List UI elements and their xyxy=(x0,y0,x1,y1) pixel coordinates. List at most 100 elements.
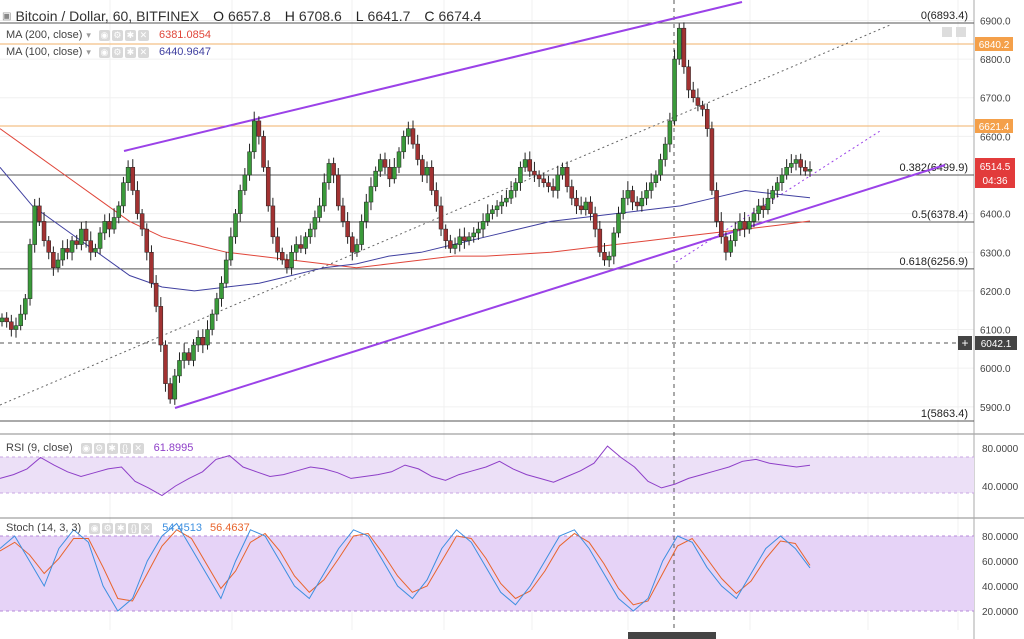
settings-icon[interactable]: ⚙ xyxy=(111,29,123,41)
candle-body xyxy=(667,120,673,145)
price-label-6621: 6621.4 xyxy=(975,119,1013,133)
candle-body xyxy=(476,228,481,234)
eye-icon[interactable]: ◉ xyxy=(98,29,110,41)
candle-body xyxy=(125,167,131,183)
candle-body xyxy=(653,174,659,183)
chevron-down-icon[interactable]: ▾ xyxy=(86,29,91,40)
stoch-k-value: 54.4513 xyxy=(162,522,202,534)
candle-body xyxy=(149,252,154,284)
channel-upper-line[interactable] xyxy=(123,1,743,152)
candle-body xyxy=(392,167,397,180)
ma100-line xyxy=(0,166,811,292)
candle-body xyxy=(265,167,271,207)
stoch-tick-label: 80.0000 xyxy=(982,532,1019,543)
candle-body xyxy=(406,128,411,137)
candle-body xyxy=(135,190,140,214)
candle-body xyxy=(443,228,448,241)
channel-lower-line[interactable] xyxy=(174,164,946,409)
candle-body xyxy=(223,259,229,284)
candle-body xyxy=(261,136,266,168)
candle-body xyxy=(532,170,537,176)
candle-body xyxy=(284,259,290,268)
stoch-legend[interactable]: Stoch (14, 3, 3) ◉ ⚙ ✱{} ✕ 54.4513 56.4637 xyxy=(6,522,250,534)
candle-body xyxy=(336,174,341,207)
close-icon[interactable]: ✕ xyxy=(141,522,153,534)
candle-body xyxy=(644,190,649,199)
eye-icon[interactable]: ◉ xyxy=(80,442,92,454)
eye-icon[interactable]: ◉ xyxy=(89,522,101,534)
code-icon[interactable]: {} xyxy=(128,522,140,534)
channel-short-dotted-line[interactable] xyxy=(675,130,881,263)
channel-mid-dotted-line[interactable] xyxy=(0,24,891,406)
candle-body xyxy=(751,213,757,222)
candle-body xyxy=(546,182,551,187)
close-icon[interactable]: ✕ xyxy=(137,46,149,58)
candle-body xyxy=(172,375,178,400)
close-icon[interactable]: ✕ xyxy=(137,29,149,41)
candle-body xyxy=(55,259,61,268)
price-tick-label: 6900.0 xyxy=(980,16,1011,27)
candle-body xyxy=(153,282,159,307)
candle-body xyxy=(209,313,215,330)
candle-body xyxy=(233,213,238,238)
settings-icon[interactable]: ⚙ xyxy=(93,442,105,454)
price-label-6840: 6840.2 xyxy=(975,37,1013,51)
rsi-legend[interactable]: RSI (9, close) ◉ ⚙ ✱{} ✕ 61.8995 xyxy=(6,442,193,454)
collapse-icon[interactable]: ▣ xyxy=(2,10,12,22)
rsi-tick-label: 80.0000 xyxy=(982,444,1019,455)
candle-body xyxy=(504,197,509,203)
candle-body xyxy=(611,232,617,257)
ma200-legend[interactable]: MA (200, close) ▾ ◉ ⚙ ✱ ✕ 6381.0854 xyxy=(6,29,211,41)
chevron-down-icon[interactable]: ▾ xyxy=(86,46,91,57)
candle-body xyxy=(340,205,346,222)
candle-body xyxy=(368,186,374,203)
candle-body xyxy=(228,236,234,261)
candle-body xyxy=(88,240,93,253)
candle-body xyxy=(462,236,467,241)
candle-body xyxy=(494,205,500,211)
settings-icon[interactable]: ⚙ xyxy=(102,522,114,534)
candle-body xyxy=(387,167,392,180)
code-icon[interactable]: {} xyxy=(119,442,131,454)
svg-text:04:36: 04:36 xyxy=(982,176,1007,187)
candle-body xyxy=(518,167,523,183)
ma100-legend[interactable]: MA (100, close) ▾ ◉ ⚙ ✱ ✕ 6440.9647 xyxy=(6,46,211,58)
candle-body xyxy=(242,174,248,191)
gear-icon[interactable]: ✱ xyxy=(106,442,118,454)
candle-body xyxy=(789,163,794,168)
candle-body xyxy=(308,228,313,238)
symbol-title[interactable]: Bitcoin / Dollar, 60, BITFINEX xyxy=(15,8,200,24)
close-label: C xyxy=(424,8,435,24)
candle-body xyxy=(807,169,813,172)
candle-body xyxy=(448,240,453,249)
eye-icon[interactable]: ◉ xyxy=(98,46,110,58)
candle-body xyxy=(775,182,780,191)
indicator-buttons[interactable]: ◉ ⚙ ✱{} ✕ xyxy=(80,442,144,454)
indicator-buttons[interactable]: ◉ ⚙ ✱ ✕ xyxy=(98,46,149,58)
candle-body xyxy=(354,244,360,253)
candle-body xyxy=(765,197,771,211)
svg-text:6514.5: 6514.5 xyxy=(980,162,1011,173)
candle-body xyxy=(723,236,729,253)
indicator-buttons[interactable]: ◉ ⚙ ✱ ✕ xyxy=(98,29,149,41)
candle-body xyxy=(167,383,173,400)
stoch-d-value: 56.4637 xyxy=(209,522,250,534)
gear-icon[interactable]: ✱ xyxy=(124,29,136,41)
pane-controls[interactable] xyxy=(942,27,966,37)
candle-body xyxy=(37,205,42,222)
settings-icon[interactable]: ⚙ xyxy=(111,46,123,58)
candle-body xyxy=(779,174,785,183)
candle-body xyxy=(770,190,775,199)
price-tick-label: 6200.0 xyxy=(980,287,1011,298)
candle-body xyxy=(625,190,631,199)
gear-icon[interactable]: ✱ xyxy=(124,46,136,58)
candle-body xyxy=(116,205,122,218)
candle-body xyxy=(289,252,294,268)
indicator-buttons[interactable]: ◉ ⚙ ✱{} ✕ xyxy=(89,522,153,534)
close-icon[interactable]: ✕ xyxy=(132,442,144,454)
candle-body xyxy=(471,232,476,238)
candle-body xyxy=(480,221,486,230)
gear-icon[interactable]: ✱ xyxy=(115,522,127,534)
candle-body xyxy=(350,236,355,253)
